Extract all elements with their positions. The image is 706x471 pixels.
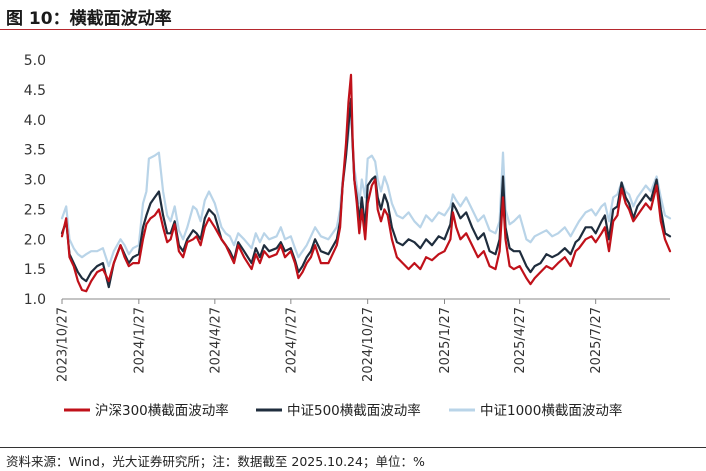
y-tick-label: 4.0 [24,113,46,129]
x-tick-label: 2023/10/27 [56,307,71,382]
y-tick-label: 3.5 [24,143,46,159]
legend-label-2: 中证1000横截面波动率 [480,402,622,419]
x-tick-label: 2024/1/27 [132,307,147,374]
series-layer [60,73,672,293]
y-tick-label: 1.0 [24,292,46,308]
series-line-2 [60,103,672,268]
y-tick-label: 2.5 [24,202,46,218]
x-tick-label: 2025/1/27 [438,307,453,374]
x-tick-label: 2025/4/27 [513,307,528,374]
x-axis: 2023/10/27 2024/1/27 2024/4/27 2024/7/27 202… [56,298,670,382]
x-tick-label: 2024/7/27 [284,307,299,374]
y-tick-label: 4.5 [24,83,46,99]
y-axis: 1.0 1.5 2.0 2.5 3.0 3.5 4.0 4.5 5.0 [24,53,46,308]
legend-label-0: 沪深300横截面波动率 [95,402,229,419]
legend-label-1: 中证500横截面波动率 [287,402,421,419]
y-tick-label: 2.0 [24,232,46,248]
y-tick-label: 3.0 [24,173,46,189]
source-note: 资料来源：Wind，光大证券研究所；注：数据截至 2025.10.24；单位：% [6,454,425,469]
x-tick-label: 2025/7/27 [589,307,604,374]
legend: 沪深300横截面波动率 中证500横截面波动率 中证1000横截面波动率 [64,402,622,419]
series-line-0 [60,73,672,293]
y-tick-label: 5.0 [24,53,46,69]
y-tick-label: 1.5 [24,262,46,278]
x-tick-label: 2024/4/27 [208,307,223,374]
footer-rule [0,447,706,448]
title-rule [0,29,706,30]
x-tick-label: 2024/10/27 [361,307,376,382]
page-title: 图 10：横截面波动率 [6,9,172,29]
